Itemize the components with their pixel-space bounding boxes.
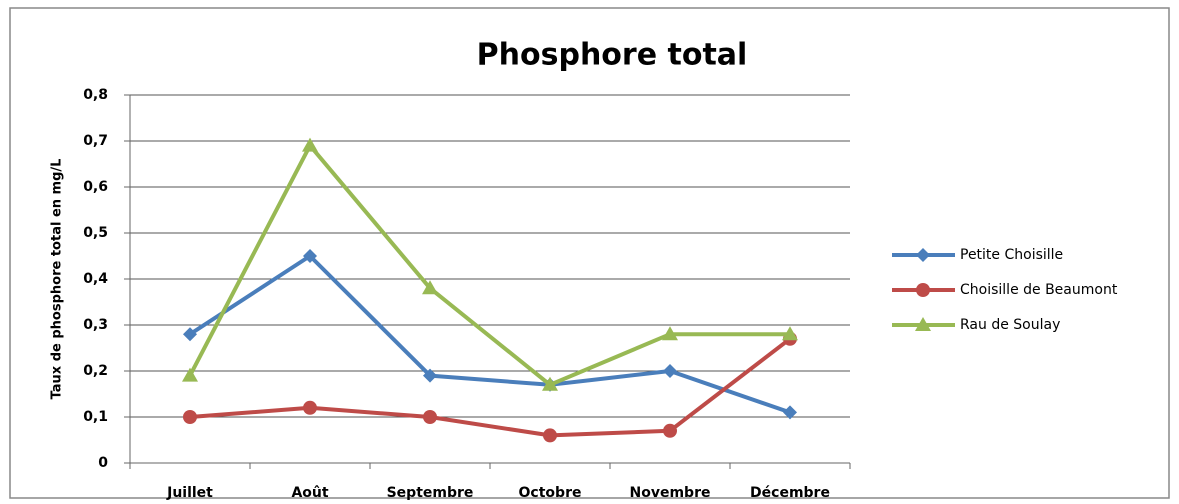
x-tick-label: Juillet [166,485,213,501]
marker [423,410,437,424]
legend-label: Petite Choisille [960,247,1063,263]
y-tick-label: 0,3 [83,317,108,333]
marker [542,376,558,391]
marker [303,400,317,415]
marker [543,428,557,443]
y-tick-label: 0,8 [83,87,108,103]
marker [663,364,677,378]
x-tick-label: Octobre [519,485,582,501]
y-tick-label: 0 [98,455,108,471]
x-tick-label: Septembre [387,485,474,501]
marker [663,423,677,438]
y-tick-label: 0,5 [83,225,108,241]
x-tick-label: Décembre [750,485,830,501]
series-line [188,254,791,415]
chart-title: Phosphore total [477,38,748,73]
y-tick-label: 0,6 [83,179,108,195]
y-tick-label: 0,2 [83,363,108,379]
series-line [188,143,790,387]
x-tick-label: Août [291,485,328,501]
marker [783,405,797,420]
y-tick-label: 0,1 [83,409,108,425]
marker [422,280,438,295]
legend-marker [916,248,930,262]
series-line [189,337,792,438]
x-tick-label: Novembre [630,485,711,501]
legend-label: Choisille de Beaumont [960,282,1118,298]
marker [183,327,197,342]
legend-marker [915,317,931,331]
marker [662,326,678,341]
y-axis-label: Taux de phosphore total en mg/L [50,159,65,400]
marker [423,368,437,383]
marker [183,410,197,424]
marker [302,137,318,152]
marker [182,367,198,382]
y-tick-label: 0,7 [83,133,108,149]
marker [303,249,317,263]
y-tick-label: 0,4 [83,271,108,287]
legend-marker [916,283,930,297]
legend-label: Rau de Soulay [960,317,1060,333]
marker [782,326,798,341]
